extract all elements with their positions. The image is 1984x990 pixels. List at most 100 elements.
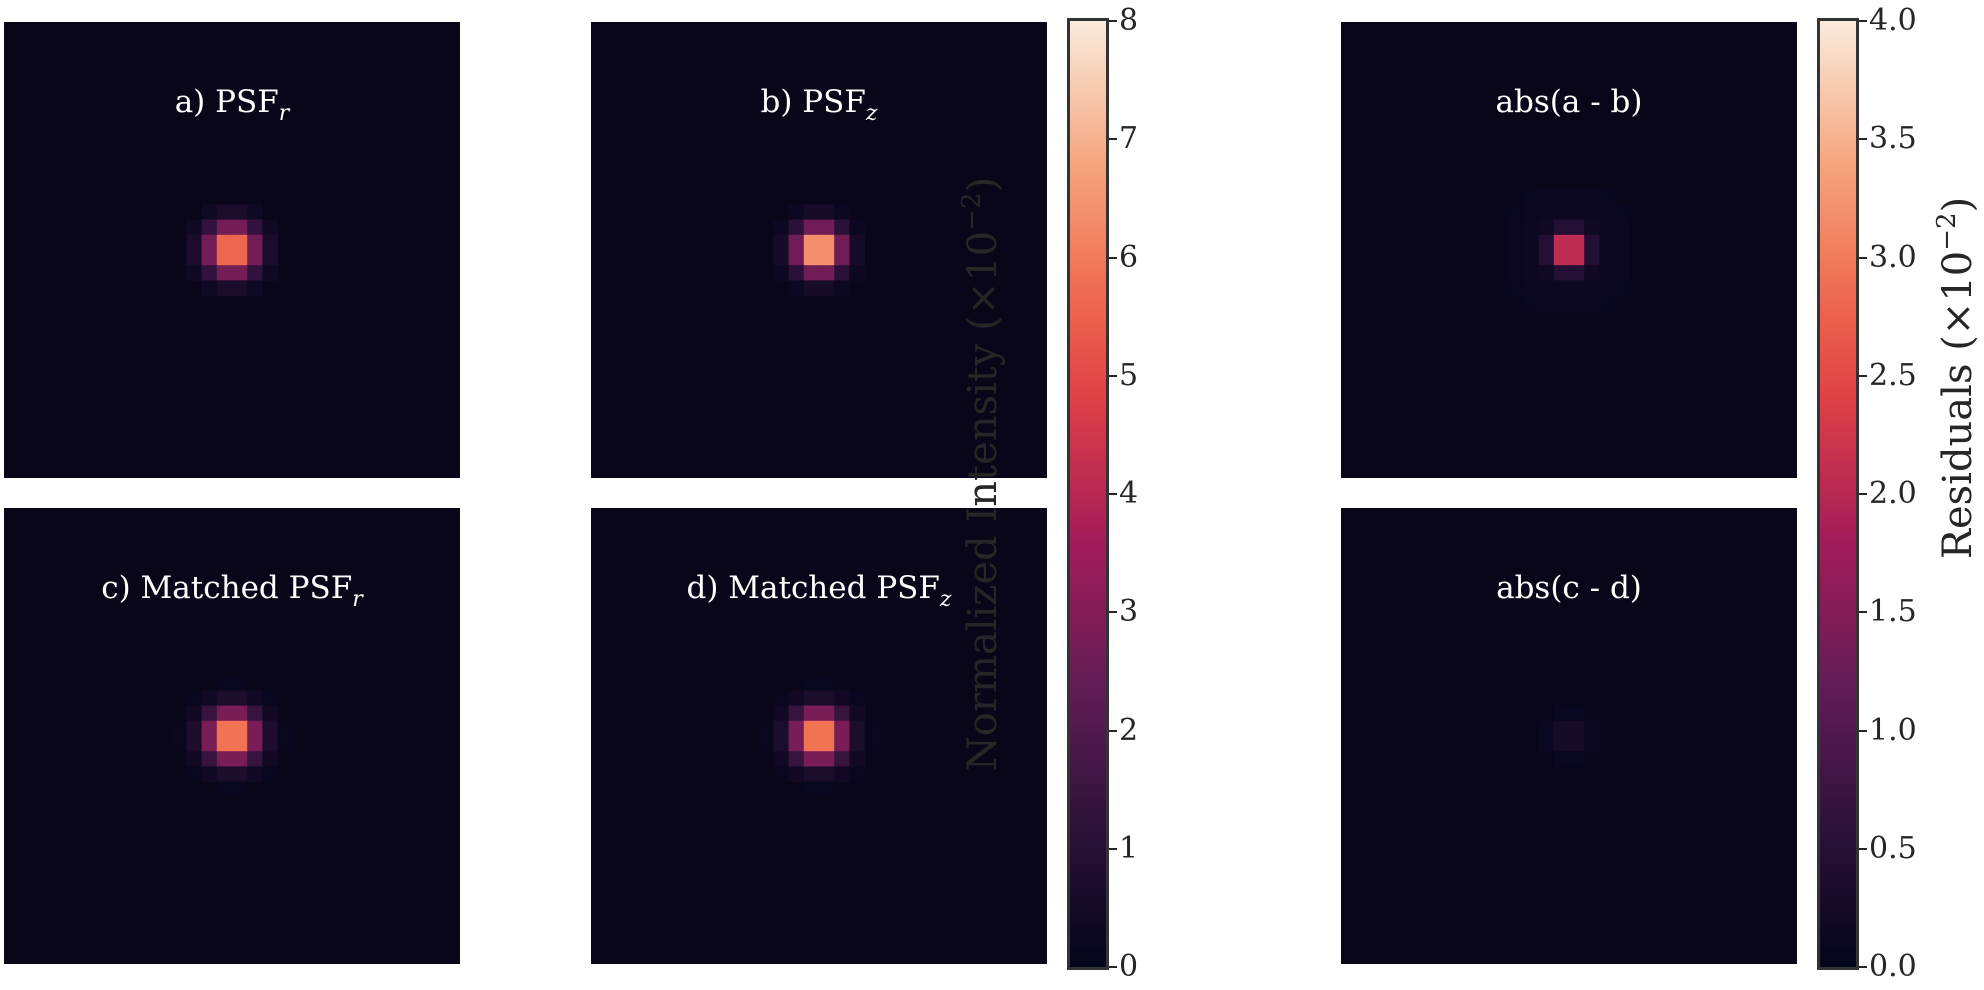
- heatmap-cell: [1553, 219, 1570, 236]
- heatmap-cell: [247, 204, 263, 221]
- heatmap-cell: [803, 766, 820, 783]
- heatmap-cell: [773, 690, 790, 707]
- heatmap-cell: [773, 705, 790, 722]
- heatmap-cell: [819, 234, 835, 251]
- heatmap-cell: [819, 705, 835, 722]
- panel-cd: abs(c - d): [1341, 508, 1797, 964]
- heatmap-cell: [1569, 751, 1585, 767]
- heatmap-cell: [819, 265, 835, 281]
- heatmap-cell: [1569, 234, 1585, 251]
- heatmap-cell: [247, 265, 263, 281]
- heatmap-cell: [1584, 204, 1600, 221]
- heatmap-cell: [1553, 204, 1570, 221]
- heatmap-cell: [788, 751, 805, 767]
- colorbar-tick-mark: [1859, 256, 1867, 259]
- heatmap-cell: [1599, 295, 1616, 312]
- heatmap-cell: [201, 280, 218, 297]
- colorbar-tick-label: 8: [1119, 3, 1139, 38]
- heatmap-cell: [1508, 234, 1524, 251]
- heatmap-cell: [1614, 250, 1631, 266]
- heatmap-cell: [1569, 265, 1585, 281]
- heatmap-cell: [1553, 736, 1570, 752]
- heatmap-cell: [1508, 204, 1524, 221]
- heatmap-cell: [171, 720, 187, 737]
- heatmap-cell: [1553, 720, 1570, 737]
- heatmap-cell: [1584, 295, 1600, 312]
- heatmap-cell: [1614, 280, 1631, 297]
- heatmap-cell: [232, 720, 248, 737]
- heatmap-cell: [1538, 736, 1555, 752]
- heatmap-cell: [1584, 720, 1600, 737]
- heatmap-cell: [247, 736, 263, 752]
- colorbar-tick-mark: [1859, 493, 1867, 495]
- heatmap-cell: [216, 675, 233, 691]
- heatmap-cell: [232, 280, 248, 297]
- colorbar-tick-mark: [1109, 729, 1117, 732]
- heatmap-cell: [186, 705, 203, 722]
- heatmap-cell: [834, 736, 850, 752]
- colorbar-tick-mark: [1859, 966, 1867, 968]
- colorbar-tick-mark: [1109, 138, 1117, 141]
- heatmap-cell: [834, 265, 850, 281]
- heatmap-cell: [262, 720, 279, 737]
- heatmap-cell: [819, 751, 835, 767]
- heatmap-cell: [247, 720, 263, 737]
- heatmap-cell: [1584, 219, 1600, 236]
- colorbar-tick-label: 0.0: [1869, 949, 1917, 984]
- heatmap-cell: [803, 781, 820, 798]
- heatmap-cell: [1553, 280, 1570, 297]
- heatmap-cell: [819, 690, 835, 707]
- heatmap-cell: [216, 690, 233, 707]
- heatmap-cell: [186, 736, 203, 752]
- colorbar-tick-label: 4: [1119, 476, 1139, 511]
- heatmap-cell: [803, 265, 820, 281]
- heatmap-cell: [262, 250, 279, 266]
- heatmap-cell: [186, 265, 203, 281]
- panel-a: a) PSFr: [4, 22, 460, 478]
- heatmap-cell: [1523, 250, 1540, 266]
- heatmap-cell: [773, 720, 790, 737]
- heatmap-cell: [247, 250, 263, 266]
- heatmap-cell: [819, 736, 835, 752]
- heatmap-cell: [186, 690, 203, 707]
- colorbar-residuals-label: Residuals (×10−2): [1932, 196, 1981, 560]
- heatmap-cell: [1599, 265, 1616, 281]
- heatmap-cell: [232, 675, 248, 691]
- heatmap-cell: [1538, 219, 1555, 236]
- heatmap-cell: [773, 219, 790, 236]
- heatmap-cell: [864, 736, 881, 752]
- panel-title-a: a) PSFr: [174, 84, 290, 126]
- heatmap-cell: [819, 250, 835, 266]
- heatmap-cell: [773, 766, 790, 783]
- heatmap-cell: [819, 766, 835, 783]
- heatmap-cell: [201, 234, 218, 251]
- heatmap-cell: [201, 766, 218, 783]
- heatmap-cell: [232, 690, 248, 707]
- heatmap-cell: [1569, 250, 1585, 266]
- heatmap-cell: [1599, 204, 1616, 221]
- colorbar-tick-mark: [1109, 966, 1117, 968]
- heatmap-cell: [788, 250, 805, 266]
- heatmap-cell: [262, 705, 279, 722]
- heatmap-cell: [803, 751, 820, 767]
- heatmap-cell: [1523, 280, 1540, 297]
- heatmap-cell: [803, 250, 820, 266]
- heatmap-cell: [216, 234, 233, 251]
- heatmap-cell: [819, 219, 835, 236]
- panel-title-d: d) Matched PSFz: [686, 570, 952, 612]
- heatmap-cell: [216, 766, 233, 783]
- heatmap-cell: [277, 736, 294, 752]
- heatmap-cell: [1569, 189, 1585, 205]
- heatmap-cell: [277, 720, 294, 737]
- heatmap-cell: [216, 219, 233, 236]
- heatmap-cell: [1553, 234, 1570, 251]
- heatmap-cell: [803, 690, 820, 707]
- heatmap-cell: [232, 766, 248, 783]
- heatmap-cell: [1614, 265, 1631, 281]
- panel-title-cd: abs(c - d): [1496, 570, 1642, 606]
- heatmap-cell: [232, 751, 248, 767]
- heatmap-cell: [1508, 280, 1524, 297]
- colorbar-tick-mark: [1859, 729, 1867, 732]
- colorbar-tick-mark: [1109, 256, 1117, 259]
- heatmap-cell: [262, 751, 279, 767]
